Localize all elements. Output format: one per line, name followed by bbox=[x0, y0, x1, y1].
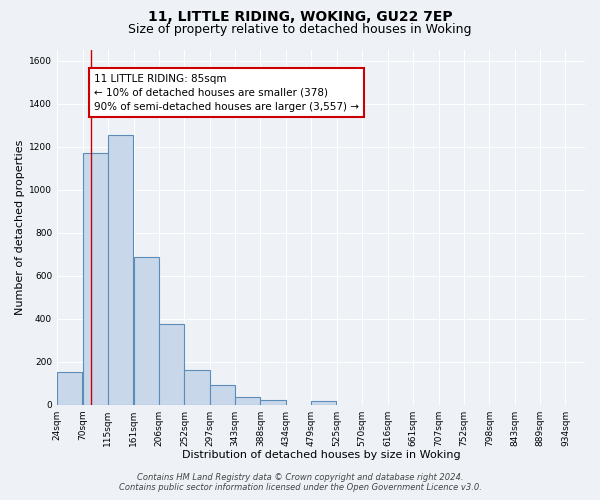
Bar bbox=[134, 258, 159, 404]
Text: Size of property relative to detached houses in Woking: Size of property relative to detached ho… bbox=[128, 22, 472, 36]
Text: 11, LITTLE RIDING, WOKING, GU22 7EP: 11, LITTLE RIDING, WOKING, GU22 7EP bbox=[148, 10, 452, 24]
Bar bbox=[57, 372, 82, 404]
Bar bbox=[311, 402, 337, 404]
Text: 11 LITTLE RIDING: 85sqm
← 10% of detached houses are smaller (378)
90% of semi-d: 11 LITTLE RIDING: 85sqm ← 10% of detache… bbox=[94, 74, 359, 112]
Bar bbox=[159, 324, 184, 404]
Bar bbox=[260, 400, 286, 404]
Bar bbox=[209, 386, 235, 404]
Text: Contains HM Land Registry data © Crown copyright and database right 2024.
Contai: Contains HM Land Registry data © Crown c… bbox=[119, 473, 481, 492]
Bar bbox=[83, 153, 108, 405]
Bar bbox=[235, 397, 260, 404]
Bar bbox=[184, 370, 209, 404]
Y-axis label: Number of detached properties: Number of detached properties bbox=[15, 140, 25, 315]
X-axis label: Distribution of detached houses by size in Woking: Distribution of detached houses by size … bbox=[182, 450, 460, 460]
Bar bbox=[108, 135, 133, 404]
